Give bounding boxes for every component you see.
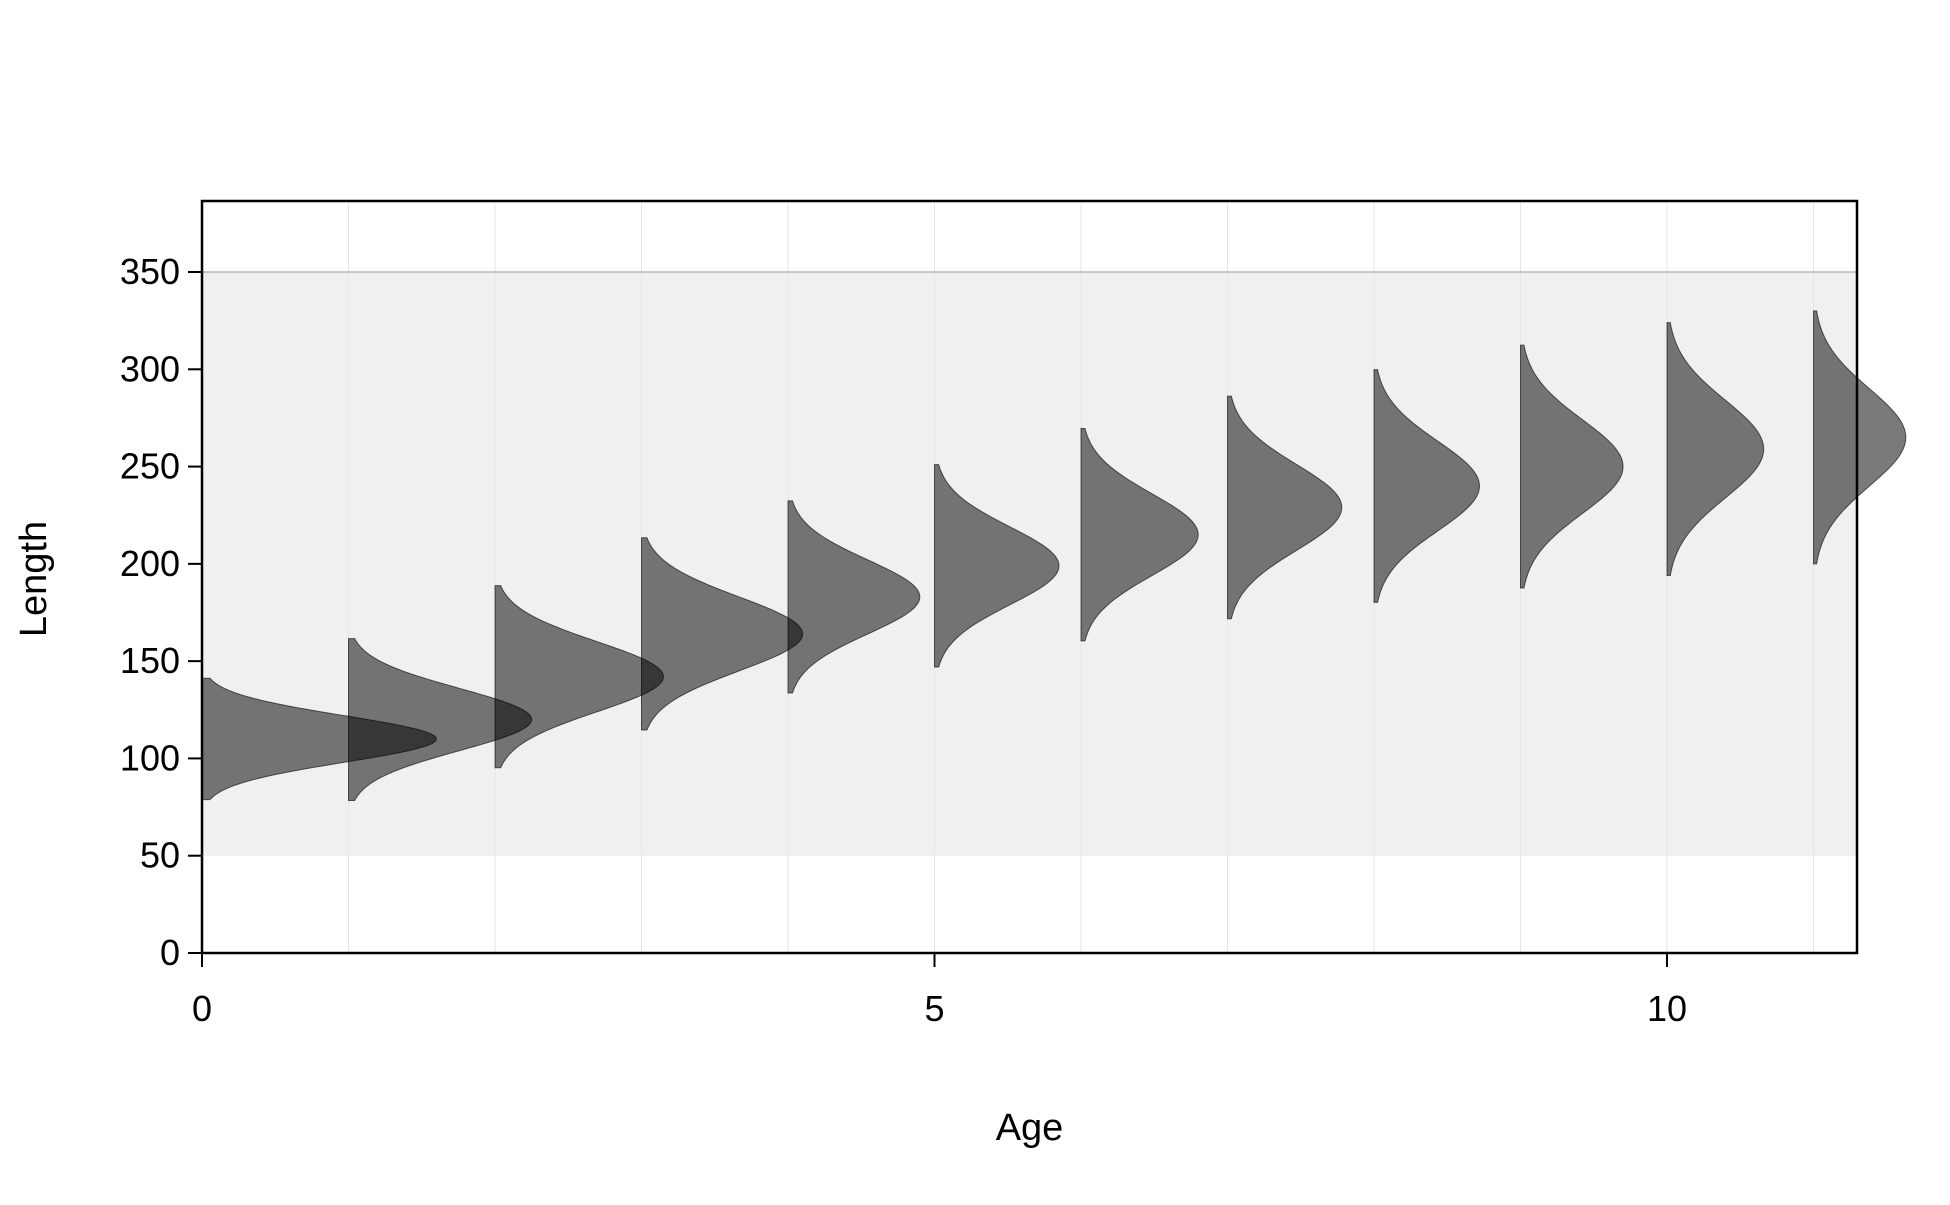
y-tick-label: 200: [120, 543, 180, 584]
density-age-7: [1227, 395, 1343, 620]
y-tick-label: 350: [120, 251, 180, 292]
density-age-5: [934, 464, 1060, 668]
axis-layer: 050100150200250300350051015: [120, 199, 1859, 1029]
density-layer: [201, 271, 1907, 801]
y-tick-label: 100: [120, 737, 180, 778]
x-tick-label: 10: [1647, 988, 1687, 1029]
plot-border: [200, 199, 1859, 955]
y-tick-label: 250: [120, 446, 180, 487]
density-age-6: [1080, 427, 1199, 642]
y-tick-label: 0: [160, 932, 180, 973]
density-age-8: [1373, 369, 1480, 603]
x-axis-title: Age: [996, 1107, 1064, 1149]
density-age-9: [1520, 344, 1624, 589]
x-tick-label: 5: [924, 988, 944, 1029]
density-age-10: [1666, 322, 1765, 577]
density-age-4: [787, 500, 921, 694]
y-axis-title: Length: [13, 521, 55, 637]
y-tick-label: 150: [120, 640, 180, 681]
y-tick-label: 300: [120, 348, 180, 389]
y-tick-label: 50: [140, 835, 180, 876]
density-age-11: [1813, 310, 1907, 565]
x-tick-label: 0: [192, 988, 212, 1029]
